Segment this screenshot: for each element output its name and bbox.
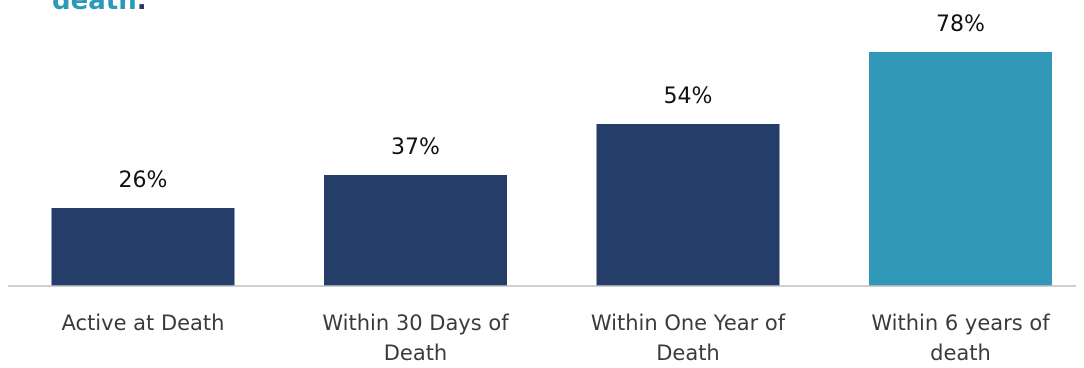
category-label-line: Death: [563, 338, 813, 368]
value-label-2: 37%: [316, 135, 516, 160]
category-label-line: Active at Death: [18, 308, 268, 338]
category-label-line: Within 6 years of: [836, 308, 1084, 338]
value-label-4: 78%: [861, 12, 1061, 37]
value-label-3: 54%: [588, 84, 788, 109]
bar-1: [52, 208, 235, 286]
value-label-1: 26%: [43, 168, 243, 193]
bar-3: [597, 124, 780, 286]
category-label-line: Within 30 Days of: [291, 308, 541, 338]
category-label-1: Active at Death: [18, 308, 268, 338]
bar-2: [324, 175, 507, 286]
category-label-line: Death: [291, 338, 541, 368]
category-label-line: Within One Year of: [563, 308, 813, 338]
category-label-line: death: [836, 338, 1084, 368]
bar-4: [869, 52, 1052, 286]
